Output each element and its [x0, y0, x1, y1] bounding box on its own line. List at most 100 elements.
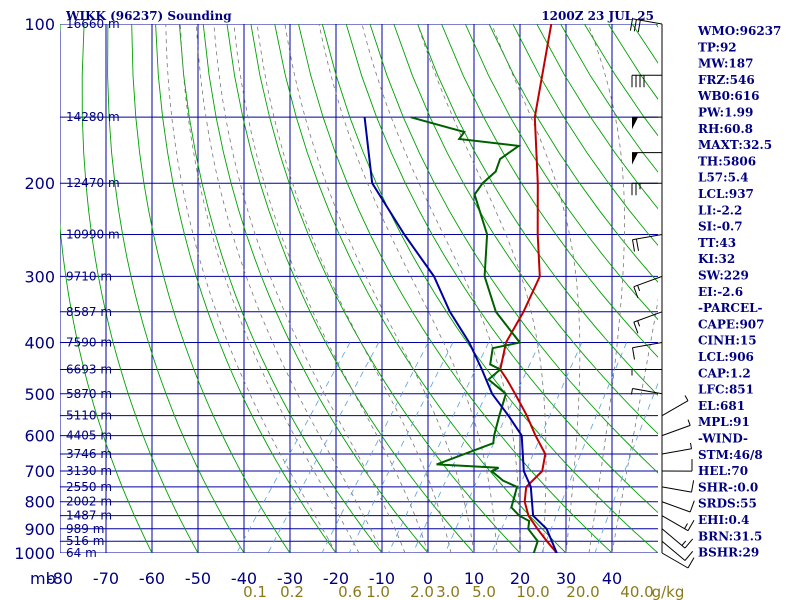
index-entry: LI:-2.2 [698, 203, 742, 217]
height-label: 7590 m [66, 335, 112, 349]
dry-adiabat [464, 24, 658, 321]
index-entry: SI:-0.7 [698, 220, 743, 234]
mixing-ratio-label: 0.1 [243, 583, 267, 600]
index-entry: -WIND- [698, 432, 748, 446]
wind-barb-full [629, 18, 633, 31]
indices-panel: WMO:96237 TP:92 MW:187 FRZ:546 WB0:616 PW:1.9… [697, 24, 781, 560]
mixing-ratio-label: 40.0 [620, 583, 653, 600]
grid-layer [60, 24, 658, 553]
dry-adiabat [560, 24, 658, 173]
mixing-ratio-label: 0.6 [338, 583, 362, 600]
dry-adiabat [274, 24, 567, 553]
mixing-ratio-label: 20.0 [566, 583, 599, 600]
wind-barb-full [684, 550, 694, 561]
index-entry: CAPE:907 [698, 317, 765, 331]
mixing-ratio-label: 0.2 [280, 583, 304, 600]
mixing-ratio-label: 2.0 [410, 583, 434, 600]
dry-adiabat [155, 24, 337, 553]
dry-adiabat [393, 24, 658, 435]
wind-barb-full [687, 557, 695, 569]
wind-barb-flag [632, 117, 638, 130]
index-entry: CINH:15 [698, 334, 757, 348]
moist-adiabat [417, 24, 547, 553]
wind-barb-full [632, 239, 635, 252]
wind-barb-shaft [661, 501, 691, 513]
wind-barb-full [691, 480, 695, 493]
chart-time: 1200Z 23 JUL 25 [541, 9, 654, 23]
index-entry: TP:92 [698, 40, 737, 54]
wind-barb-full [633, 321, 639, 334]
height-label: 2002 m [66, 495, 112, 509]
wind-barb-half [681, 540, 687, 546]
mixing-ratio-line [541, 342, 627, 553]
wind-barb-half [690, 442, 692, 449]
moist-adiabat [165, 24, 337, 553]
dewpoint-line [410, 116, 539, 553]
wind-barb-shaft [632, 18, 663, 25]
moist-adiabat [213, 24, 406, 553]
height-label: 3746 m [66, 447, 112, 461]
wind-barb-shaft [632, 388, 663, 395]
wind-barb-shaft [661, 540, 686, 561]
mixing-ratio-unit: g/kg [652, 583, 685, 600]
index-entry: L57:5.4 [698, 171, 748, 185]
pressure-tick-label: 200 [24, 174, 55, 193]
height-label: 8587 m [66, 305, 112, 319]
height-label: 12470 m [66, 176, 120, 190]
index-entry: KI:32 [698, 252, 735, 266]
temp-tick-label: -70 [93, 569, 119, 588]
index-entry: BSHR:29 [698, 546, 759, 560]
index-entry: LCL:906 [698, 350, 754, 364]
temp-tick-label: 30 [556, 569, 576, 588]
height-label: 5110 m [66, 409, 112, 423]
height-label: 10990 m [66, 228, 120, 242]
mixing-ratio-label: 10.0 [516, 583, 549, 600]
height-label: 9710 m [66, 269, 112, 283]
index-entry: PW:1.99 [698, 106, 753, 120]
index-entry: LCL:937 [698, 187, 754, 201]
wind-barb-shaft [661, 400, 689, 417]
mixing-ratio-line [412, 342, 512, 553]
index-entry: EL:681 [698, 399, 745, 413]
pressure-tick-label: 500 [24, 385, 55, 404]
dry-adiabat [250, 24, 521, 553]
moist-adiabat [491, 24, 581, 553]
index-entry: TT:43 [698, 236, 736, 250]
index-entry: FRZ:546 [698, 73, 755, 87]
mixing-ratio-line [444, 342, 541, 553]
pressure-tick-label: 100 [24, 15, 55, 34]
index-entry: BRN:31.5 [698, 529, 762, 543]
parcel-line [363, 117, 558, 553]
index-entry: EI:-2.6 [698, 285, 743, 299]
index-entry: LFC:851 [698, 383, 754, 397]
dry-adiabat [417, 24, 658, 396]
index-entry: RH:60.8 [698, 122, 753, 136]
moist-adiabat [318, 24, 498, 553]
height-label: 64 m [66, 546, 97, 560]
mixing-ratio-line [491, 342, 583, 553]
dry-adiabat [321, 24, 658, 553]
dry-adiabat [131, 24, 291, 553]
height-label: 3130 m [66, 464, 112, 478]
wind-barb-full [687, 520, 695, 531]
wind-barb-shaft [661, 424, 691, 437]
wind-barb-shaft [632, 341, 663, 349]
wind-barb-full [633, 286, 639, 299]
dry-adiabat [178, 24, 383, 553]
index-entry: STM:46/8 [698, 448, 763, 462]
height-label: 16660 m [66, 17, 120, 31]
mixing-ratio-line [267, 342, 380, 553]
wind-barbs-layer [629, 18, 695, 569]
index-entry: MAXT:32.5 [698, 138, 772, 152]
height-label: 516 m [66, 534, 104, 548]
temp-tick-label: 10 [464, 569, 484, 588]
height-label: 4405 m [66, 429, 112, 443]
temp-tick-label: -10 [369, 569, 395, 588]
index-entry: TH:5806 [698, 154, 756, 168]
pressure-tick-label: 1000 [14, 544, 55, 563]
pressure-tick-label: 900 [24, 520, 55, 539]
wind-barb-full [689, 500, 695, 513]
index-entry: HEL:70 [698, 464, 748, 478]
mixing-ratio-label: 1.0 [366, 583, 390, 600]
